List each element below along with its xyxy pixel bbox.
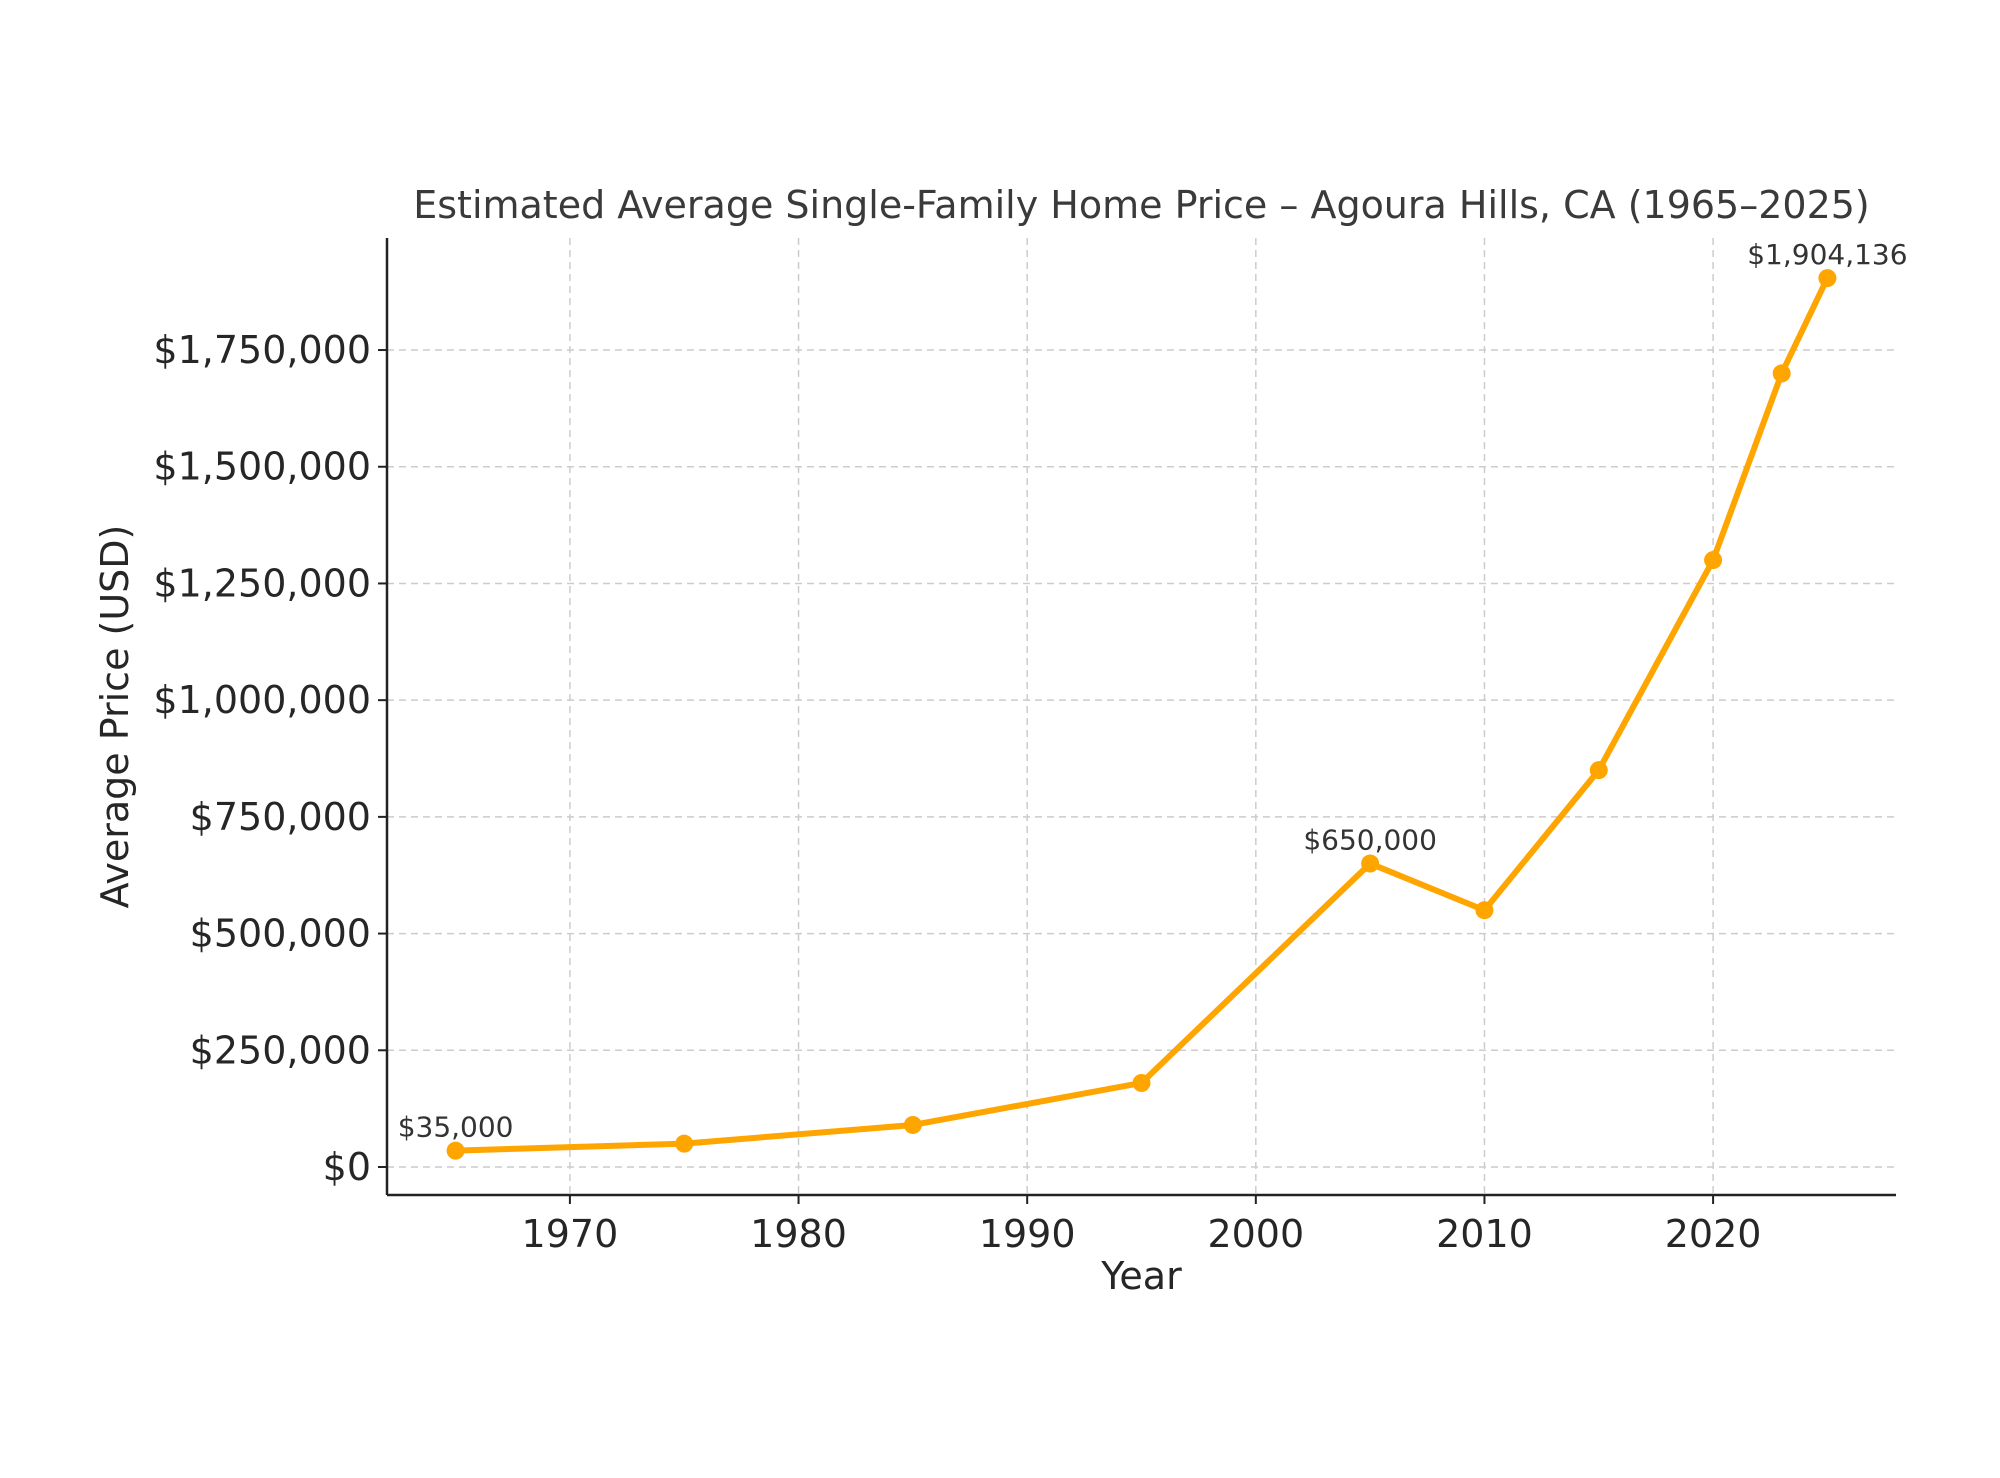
point-label: $650,000 (1303, 824, 1437, 857)
data-point (1772, 364, 1791, 383)
y-tick-label: $750,000 (190, 795, 371, 839)
grid (387, 238, 1896, 1195)
point-label: $1,904,136 (1747, 238, 1907, 271)
x-tick-label: 2000 (1207, 1212, 1304, 1256)
y-tick-label: $1,000,000 (153, 678, 371, 722)
x-tick-label: 2010 (1436, 1212, 1533, 1256)
x-tick-label: 1980 (750, 1212, 847, 1256)
data-point (1704, 551, 1723, 570)
y-tick-label: $1,750,000 (153, 328, 371, 372)
y-tick-label: $1,500,000 (153, 445, 371, 489)
chart-title: Estimated Average Single-Family Home Pri… (413, 183, 1870, 227)
x-axis-title: Year (1100, 1254, 1182, 1298)
x-tick-label: 2020 (1665, 1212, 1762, 1256)
x-tick-label: 1990 (979, 1212, 1076, 1256)
data-point (1475, 901, 1494, 920)
data-point (1361, 854, 1380, 873)
point-labels: $35,000 $650,000 $1,904,136 (398, 238, 1908, 1144)
series (446, 269, 1837, 1160)
point-label: $35,000 (398, 1111, 514, 1144)
y-axis-title: Average Price (USD) (93, 525, 137, 909)
y-tick-label: $250,000 (190, 1028, 371, 1072)
series-line (452, 275, 1831, 1154)
axes: 1970 1980 1990 2000 2010 2020 $0 $250,000 $500,0… (153, 238, 1896, 1256)
data-point (1589, 761, 1608, 780)
data-point (1132, 1073, 1151, 1092)
data-point (675, 1134, 694, 1153)
y-tick-label: $500,000 (190, 912, 371, 956)
y-tick-label: $0 (323, 1145, 371, 1189)
data-point (903, 1115, 922, 1134)
data-point (1818, 269, 1837, 288)
y-tick-label: $1,250,000 (153, 561, 371, 605)
x-tick-label: 1970 (522, 1212, 619, 1256)
data-point (446, 1141, 465, 1160)
